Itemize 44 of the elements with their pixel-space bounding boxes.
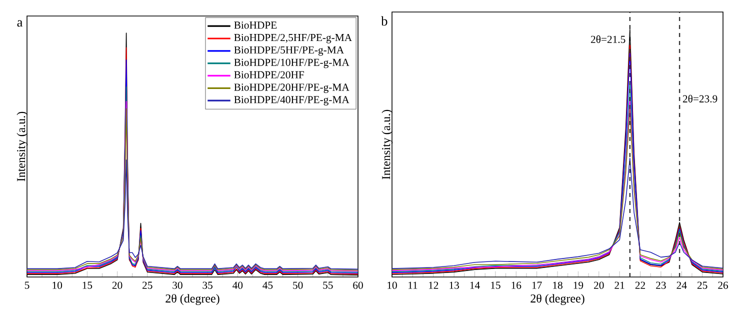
legend-label: BioHDPE bbox=[234, 22, 277, 29]
x-tick-label: 30 bbox=[172, 282, 182, 289]
x-tick-label: 15 bbox=[82, 282, 92, 289]
legend-label: BioHDPE/40HF/PE-g-MA bbox=[234, 96, 350, 106]
legend-label: BioHDPE/20HF bbox=[234, 71, 304, 78]
x-tick-label: 19 bbox=[574, 282, 584, 289]
legend-label: BioHDPE/2,5HF/PE-g-MA bbox=[234, 34, 352, 44]
chart-title: a bbox=[17, 20, 23, 27]
x-tick-label: 26 bbox=[718, 282, 728, 289]
x-tick-label: 50 bbox=[293, 282, 303, 289]
x-tick-label: 40 bbox=[232, 282, 243, 289]
x-axis-title: 2θ (degree) bbox=[166, 294, 220, 306]
ref-line-label: 2θ=21.5 bbox=[590, 35, 626, 44]
legend-label: BioHDPE/20HF/PE-g-MA bbox=[234, 84, 350, 94]
x-tick-label: 45 bbox=[262, 282, 273, 289]
chart-title: b bbox=[381, 16, 388, 26]
x-tick-label: 10 bbox=[388, 282, 397, 289]
x-tick-label: 12 bbox=[428, 282, 438, 289]
x-tick-label: 20 bbox=[594, 282, 604, 289]
x-tick-label: 18 bbox=[553, 282, 562, 289]
x-tick-label: 13 bbox=[450, 282, 459, 289]
y-axis-title: Intensity (a.u.) bbox=[16, 112, 28, 182]
x-tick-label: 5 bbox=[24, 282, 30, 289]
x-tick-label: 25 bbox=[697, 282, 708, 289]
x-axis-title: 2θ (degree) bbox=[530, 294, 584, 306]
x-tick-label: 35 bbox=[202, 282, 212, 289]
y-axis-title: Intensity (a.u.) bbox=[382, 110, 393, 180]
x-tick-label: 10 bbox=[52, 282, 62, 289]
ref-line-label: 2θ=23.9 bbox=[682, 94, 718, 102]
x-tick-label: 14 bbox=[470, 282, 480, 289]
legend-label: BioHDPE/10HF/PE-g-MA bbox=[234, 58, 350, 68]
x-tick-label: 25 bbox=[142, 282, 152, 289]
x-tick-label: 11 bbox=[408, 282, 418, 289]
x-tick-label: 21 bbox=[614, 282, 624, 289]
x-tick-label: 60 bbox=[353, 282, 363, 289]
x-tick-label: 16 bbox=[512, 282, 522, 289]
x-tick-label: 22 bbox=[635, 282, 645, 289]
x-tick-label: 20 bbox=[112, 282, 122, 289]
x-tick-label: 17 bbox=[532, 282, 542, 289]
x-tick-label: 23 bbox=[656, 282, 666, 289]
x-tick-label: 15 bbox=[491, 282, 500, 289]
x-tick-label: 55 bbox=[323, 282, 333, 289]
x-tick-label: 24 bbox=[676, 282, 687, 289]
legend-label: BioHDPE/5HF/PE-g-MA bbox=[234, 46, 344, 56]
